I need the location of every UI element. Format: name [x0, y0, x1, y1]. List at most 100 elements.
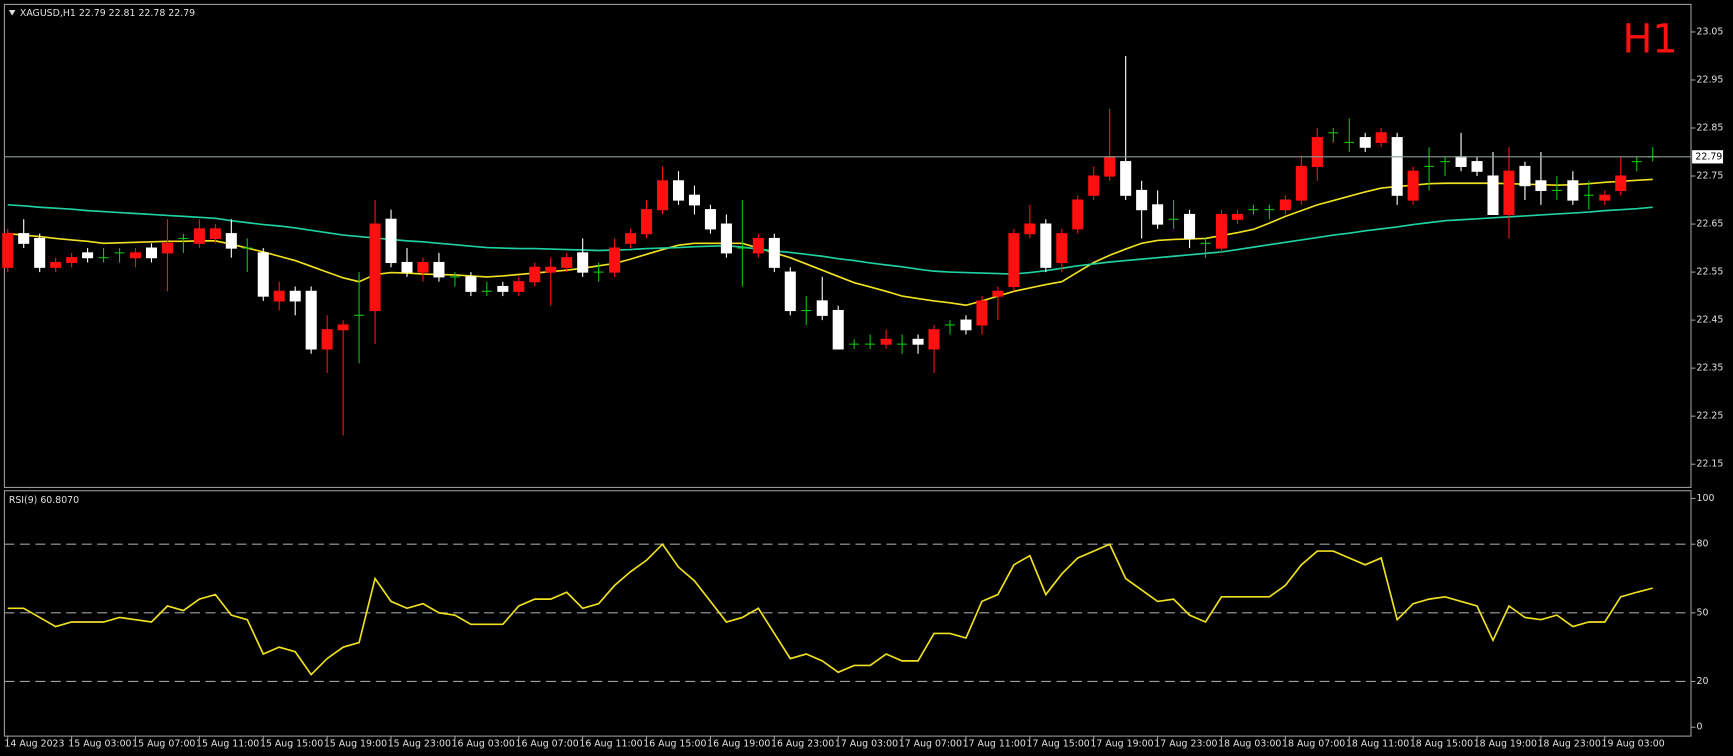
candle-body [1279, 199, 1291, 211]
candle-body [1008, 233, 1020, 288]
candle-body [657, 180, 669, 211]
x-tick-label: 15 Aug 03:00 [68, 738, 131, 749]
candle-body [928, 329, 940, 350]
candle-body [1215, 213, 1228, 249]
menu-arrow[interactable] [8, 9, 16, 16]
y-tick-label: 22.75 [1697, 171, 1724, 182]
candle-body [369, 223, 381, 312]
rsi-panel-frame [3, 490, 1692, 737]
x-tick-label: 18 Aug 15:00 [1410, 738, 1473, 749]
candle-body [561, 257, 573, 268]
candle-body [816, 300, 828, 316]
candle-body [1519, 165, 1531, 187]
x-tick-label: 15 Aug 23:00 [388, 738, 451, 749]
x-tick-label: 16 Aug 19:00 [707, 738, 770, 749]
x-tick-label: 16 Aug 15:00 [643, 738, 706, 749]
y-tick-label: 22.35 [1697, 363, 1724, 374]
rsi-header: RSI(9) 60.8070 [9, 495, 79, 506]
x-tick-label: 15 Aug 07:00 [132, 738, 195, 749]
x-tick-label: 17 Aug 19:00 [1090, 738, 1153, 749]
candle-body [1056, 233, 1068, 264]
candle-body [50, 261, 62, 268]
candle-body [625, 233, 637, 244]
y-tick-label: 80 [1697, 539, 1709, 550]
candle-body [704, 209, 716, 230]
candle-body [752, 237, 764, 254]
symbol-header: XAGUSD,H1 22.79 22.81 22.78 22.79 [20, 8, 195, 19]
moving-average [7, 178, 1653, 307]
candle-body [1072, 199, 1084, 230]
candle-body [577, 252, 589, 273]
candle-body [1088, 175, 1100, 196]
candle-body [513, 281, 525, 292]
x-tick-label: 16 Aug 11:00 [579, 738, 642, 749]
y-tick-label: 50 [1697, 607, 1709, 618]
x-tick-label: 14 Aug 2023 [4, 738, 64, 749]
candle-body [992, 290, 1004, 297]
candle-body [257, 252, 269, 297]
candle-body [1471, 161, 1483, 172]
candle-body [1311, 137, 1323, 167]
x-tick-label: 18 Aug 07:00 [1282, 738, 1345, 749]
x-tick-label: 15 Aug 15:00 [260, 738, 323, 749]
candle-body [1136, 189, 1148, 211]
candle-body [1503, 170, 1515, 216]
candle-body [1231, 213, 1243, 220]
x-tick-label: 15 Aug 11:00 [196, 738, 259, 749]
candle-body [433, 261, 445, 278]
x-tick-label: 17 Aug 03:00 [835, 738, 898, 749]
candle-body [1407, 170, 1419, 201]
candle-body [1359, 137, 1371, 148]
candle-body [385, 218, 397, 264]
candle-body [1024, 223, 1036, 235]
candle-body [1615, 175, 1627, 191]
candle-body [1599, 194, 1611, 201]
candle-body [672, 180, 685, 201]
candle-body [960, 319, 972, 331]
timeframe-label: H1 [1623, 16, 1678, 62]
candle-body [337, 324, 349, 331]
candle-body [609, 247, 621, 273]
candle-body [1120, 161, 1132, 196]
x-tick-label: 19 Aug 03:00 [1601, 738, 1664, 749]
y-tick-label: 22.25 [1697, 411, 1724, 422]
candle-body [321, 329, 333, 350]
candle-body [289, 290, 301, 302]
x-tick-label: 18 Aug 11:00 [1346, 738, 1409, 749]
candle-body [34, 237, 46, 268]
candle-body [2, 233, 14, 268]
candle-body [1391, 137, 1403, 196]
candle-body [225, 233, 237, 249]
candle-body [145, 247, 157, 259]
candle-body [545, 266, 557, 273]
x-tick-label: 16 Aug 07:00 [515, 738, 578, 749]
x-tick-label: 18 Aug 03:00 [1218, 738, 1281, 749]
candle-body [161, 242, 173, 254]
y-tick-label: 20 [1697, 676, 1709, 687]
x-tick-label: 17 Aug 11:00 [963, 738, 1026, 749]
candle-body [417, 261, 429, 273]
candle-body [1295, 165, 1307, 201]
y-tick-label: 22.55 [1697, 267, 1724, 278]
candle-body [497, 285, 509, 292]
y-tick-label: 22.15 [1697, 459, 1724, 470]
candle-body [1535, 180, 1547, 191]
x-tick-label: 17 Aug 23:00 [1154, 738, 1217, 749]
y-tick-label: 22.45 [1697, 315, 1724, 326]
candle-body [784, 271, 796, 312]
candle-body [305, 290, 317, 350]
moving-average [7, 204, 1653, 275]
x-tick-label: 17 Aug 15:00 [1027, 738, 1090, 749]
candle-body [1184, 213, 1196, 240]
candle-body [66, 257, 78, 264]
candle-body [912, 338, 924, 345]
last-price-box [1692, 150, 1724, 164]
x-tick-label: 15 Aug 19:00 [324, 738, 387, 749]
candle-body [401, 261, 413, 273]
y-tick-label: 22.65 [1697, 219, 1724, 230]
candle-body [688, 194, 700, 206]
candle-body [768, 237, 780, 268]
candle-body [529, 266, 541, 283]
